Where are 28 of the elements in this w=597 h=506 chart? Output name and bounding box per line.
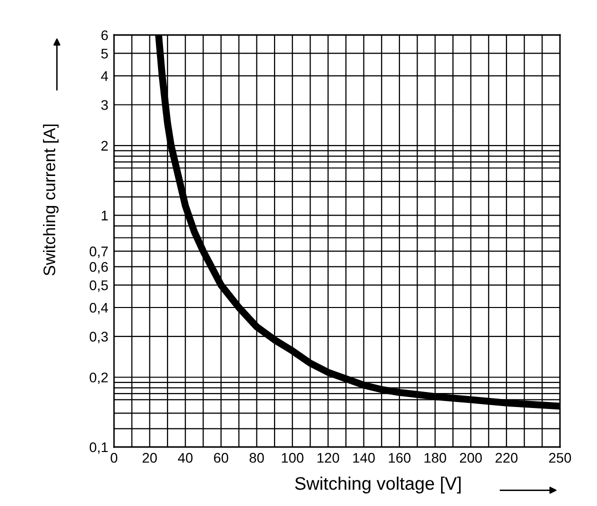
x-tick-label: 40 [178,452,193,463]
y-tick-label: 0,6 [90,262,108,274]
y-tick-label: 0,7 [90,246,108,258]
x-tick-label: 160 [388,452,410,463]
y-axis-title: Switching current [A] [43,124,59,276]
x-tick-label: 60 [214,452,228,463]
x-tick-label: 100 [282,452,304,463]
x-tick-label: 80 [250,452,264,463]
y-tick-label: 5 [101,48,108,59]
x-axis-title: Switching voltage [V] [295,476,461,494]
y-tick-label: 0,2 [90,372,108,384]
y-tick-label: 0,3 [90,332,108,344]
y-tick-label: 4 [101,71,108,81]
y-tick-label: 0,1 [90,442,108,454]
x-tick-label: 200 [460,452,482,463]
x-tick-label: 20 [142,452,157,463]
x-tick-label: 0 [110,452,118,463]
y-tick-label: 6 [101,30,108,40]
y-tick-label: 2 [101,140,108,151]
y-tick-label: 0,5 [90,280,108,292]
y-tick-label: 1 [102,210,108,220]
x-tick-label: 220 [496,452,518,463]
y-tick-label: 3 [101,100,108,110]
x-tick-label: 180 [424,452,446,463]
x-tick-label: 250 [549,452,572,463]
y-tick-label: 0,4 [90,302,108,314]
x-tick-label: 140 [353,452,375,463]
x-tick-label: 120 [318,452,340,463]
